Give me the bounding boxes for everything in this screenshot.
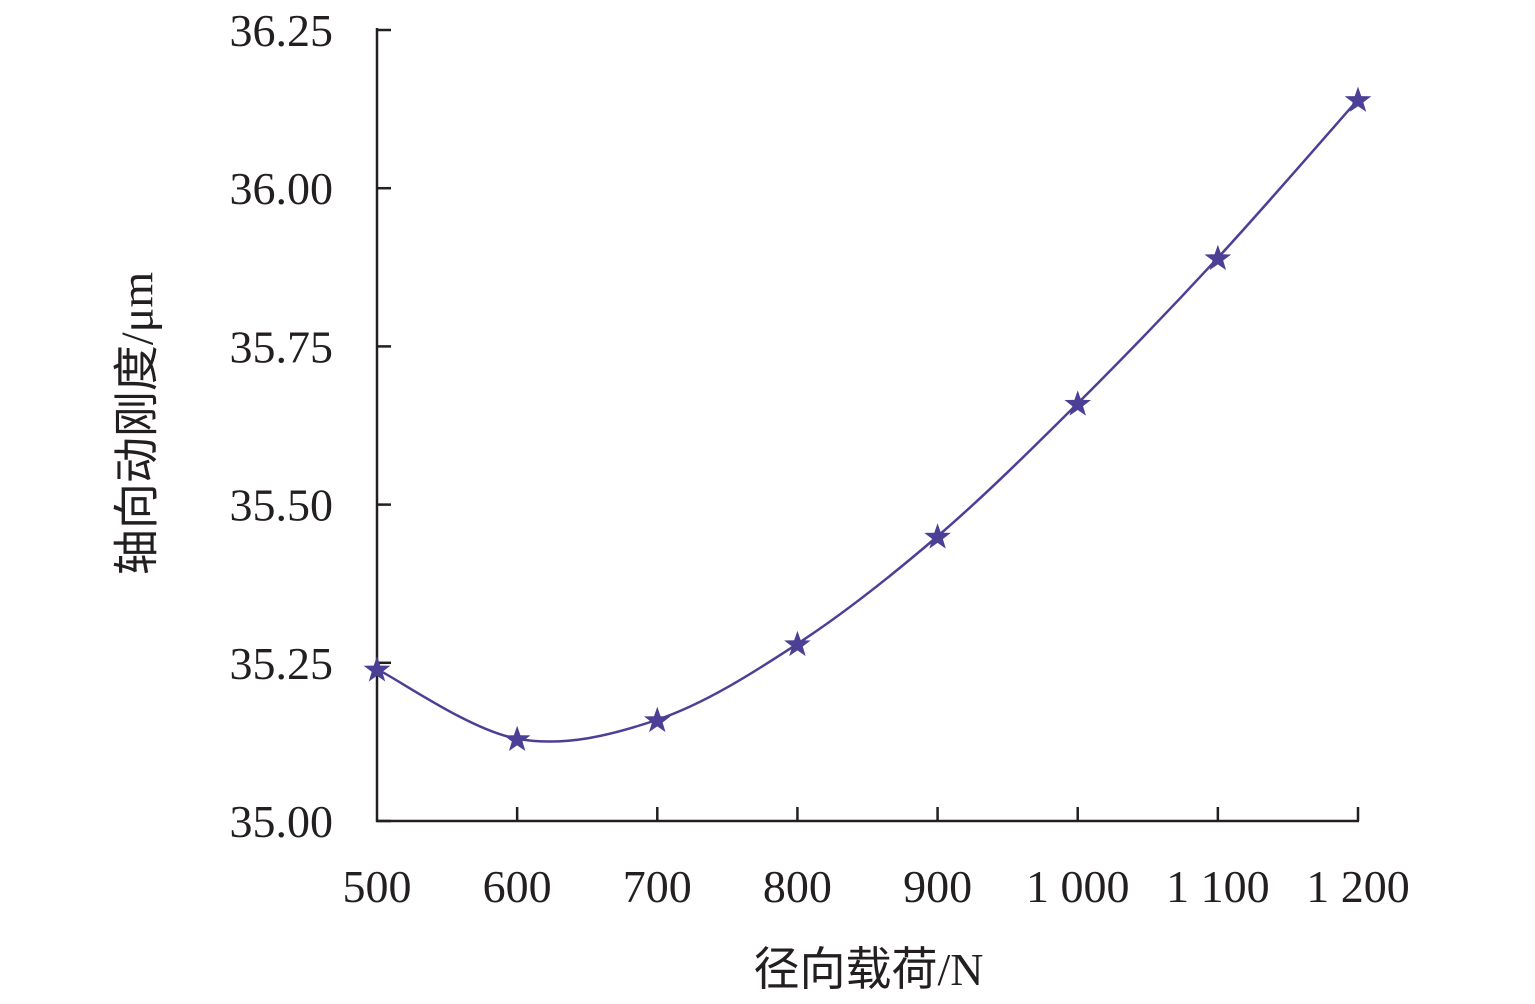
x-tick-label: 600 <box>483 861 552 912</box>
x-axis-ticks: 500 600 700 800 900 1 000 1 100 1 200 <box>343 807 1410 912</box>
data-point-marker <box>1064 390 1092 416</box>
data-point-marker <box>1204 244 1232 271</box>
x-tick-label: 1 000 <box>1026 861 1130 912</box>
series-markers <box>363 86 1372 752</box>
data-point-marker <box>503 725 531 752</box>
y-tick-label: 36.00 <box>230 163 334 214</box>
data-point-marker <box>924 523 951 549</box>
series-line <box>376 98 1359 743</box>
y-tick-label: 35.25 <box>230 638 334 689</box>
x-tick-label: 700 <box>623 861 692 912</box>
x-axis-title: 径向载荷/N <box>754 944 984 995</box>
x-tick-label: 900 <box>903 861 972 912</box>
x-tick-label: 800 <box>763 861 832 912</box>
x-tick-label: 1 200 <box>1306 861 1410 912</box>
y-tick-label: 35.75 <box>230 321 334 372</box>
data-point-marker <box>643 706 671 733</box>
y-tick-label: 35.50 <box>230 480 334 531</box>
x-tick-label: 500 <box>343 861 412 912</box>
x-tick-label: 1 100 <box>1166 861 1270 912</box>
y-axis-title: 轴向动刚度/μm <box>112 272 163 575</box>
data-point-marker <box>363 656 391 682</box>
y-tick-label: 36.25 <box>230 5 334 56</box>
data-point-marker <box>784 630 811 657</box>
y-tick-label: 35.00 <box>230 796 334 847</box>
y-axis-ticks: 35.00 35.25 35.50 35.75 36.00 36.25 <box>230 5 391 847</box>
data-point-marker <box>1344 86 1372 112</box>
